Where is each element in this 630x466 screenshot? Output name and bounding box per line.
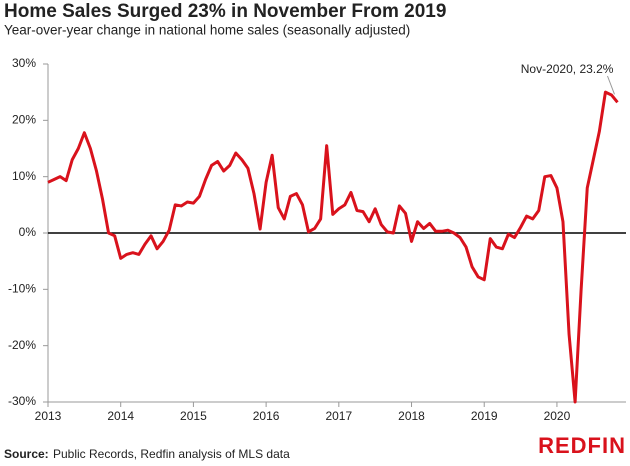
annotation: Nov-2020, 23.2%: [521, 62, 614, 76]
line: [47, 90, 619, 404]
y-tick-label: -10%: [8, 282, 36, 296]
chart-subtitle: Year-over-year change in national home s…: [4, 23, 410, 38]
x-tick-label: 2017: [325, 409, 352, 423]
y-tick-label: 10%: [12, 169, 36, 183]
chart-title: Home Sales Surged 23% in November From 2…: [4, 1, 446, 22]
x-tick-label: 2020: [544, 409, 571, 423]
annotation-leader: [607, 75, 615, 95]
y-tick-label: 0%: [19, 225, 37, 239]
x-tick-label: 2018: [398, 409, 425, 423]
y-tick-label: -30%: [8, 394, 36, 408]
y-tick-label: -20%: [8, 338, 36, 352]
logo: REDFIN: [538, 433, 626, 458]
y-tick-label: 20%: [12, 113, 36, 127]
x-tick-label: 2019: [471, 409, 498, 423]
source: Public Records, Redfin analysis of MLS d…: [53, 447, 290, 461]
x-tick-label: 2015: [180, 409, 207, 423]
x-tick-label: 2016: [253, 409, 280, 423]
source-label: Source:: [4, 447, 49, 461]
x-tick-label: 2014: [107, 409, 134, 423]
x-tick-label: 2013: [35, 409, 62, 423]
y-tick-label: 30%: [12, 56, 36, 70]
